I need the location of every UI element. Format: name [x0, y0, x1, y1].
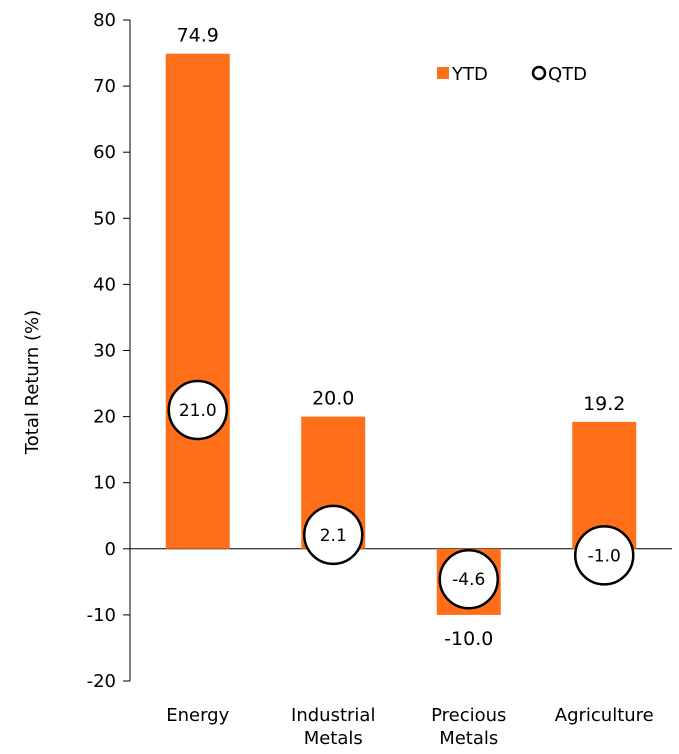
ytd-data-label: 19.2 [583, 393, 625, 415]
qtd-data-label: 21.0 [179, 401, 217, 421]
qtd-data-label: 2.1 [320, 526, 347, 546]
y-tick-label: 70 [93, 76, 116, 97]
x-category-label-line: Industrial [291, 705, 375, 726]
ytd-data-label: -10.0 [444, 628, 493, 650]
y-tick-label: -10 [87, 605, 116, 626]
legend-label-ytd: YTD [451, 64, 488, 85]
y-tick-label: 60 [93, 142, 116, 163]
ytd-bar [165, 53, 230, 549]
legend-label-qtd: QTD [548, 64, 587, 85]
y-tick-label: 0 [105, 539, 116, 560]
x-category-label-line: Agriculture [555, 705, 654, 726]
y-axis-label: Total Return (%) [22, 310, 43, 455]
qtd-data-label: -4.6 [452, 570, 485, 590]
data-labels: 74.9 20.0 -10.0 19.2 [177, 25, 626, 650]
legend: YTD QTD [437, 64, 587, 85]
qtd-marker [574, 525, 635, 586]
y-tick-label: 50 [93, 208, 116, 229]
bars [165, 53, 637, 615]
y-tick-label: 20 [93, 407, 116, 428]
x-category-label: Energy [166, 705, 229, 726]
x-category-label-line: Precious [431, 705, 506, 726]
x-category-label-line: Metals [439, 728, 498, 749]
x-category-label-line: Metals [304, 728, 363, 749]
y-tick-label: 10 [93, 473, 116, 494]
legend-marker-qtd [531, 65, 547, 81]
y-tick-label: 40 [93, 274, 116, 295]
qtd-marker [303, 504, 364, 566]
legend-swatch-ytd [437, 67, 449, 79]
x-category-label: Precious Metals [431, 705, 506, 749]
qtd-marker [438, 548, 499, 610]
x-category-label: Agriculture [555, 705, 654, 726]
ytd-data-label: 74.9 [177, 25, 219, 47]
x-category-label-line: Energy [166, 705, 229, 726]
y-tick-label: -20 [87, 671, 116, 692]
qtd-marker [167, 379, 228, 441]
ytd-data-label: 20.0 [312, 388, 354, 410]
qtd-data-label: -1.0 [588, 546, 621, 566]
qtd-markers: 21.0 2.1 -4.6 -1.0 [167, 379, 635, 610]
y-tick-label: 30 [93, 341, 116, 362]
y-tick-label: 80 [93, 10, 116, 31]
x-category-label: Industrial Metals [291, 705, 375, 749]
